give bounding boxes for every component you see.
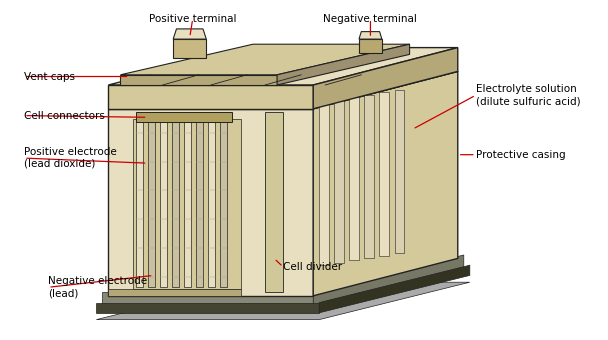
Polygon shape [173, 29, 206, 39]
Polygon shape [97, 282, 470, 320]
Polygon shape [120, 44, 410, 75]
Polygon shape [319, 265, 470, 313]
Polygon shape [359, 32, 382, 39]
Polygon shape [313, 71, 458, 296]
Polygon shape [160, 122, 167, 287]
Polygon shape [97, 303, 319, 313]
Polygon shape [265, 112, 283, 292]
Polygon shape [313, 48, 458, 109]
Polygon shape [359, 39, 382, 53]
Polygon shape [136, 112, 232, 122]
Polygon shape [350, 97, 359, 260]
Polygon shape [319, 102, 329, 265]
Text: Cell connectors: Cell connectors [24, 110, 105, 121]
Polygon shape [108, 48, 458, 85]
Polygon shape [379, 92, 389, 256]
Polygon shape [196, 122, 203, 287]
Polygon shape [334, 100, 344, 263]
Text: Positive terminal: Positive terminal [149, 14, 237, 24]
Text: Negative electrode
(lead): Negative electrode (lead) [48, 276, 147, 298]
Polygon shape [133, 119, 241, 289]
Polygon shape [277, 44, 410, 85]
Text: Cell divider: Cell divider [283, 262, 342, 272]
Polygon shape [395, 90, 404, 253]
Text: Electrolyte solution
(dilute sulfuric acid): Electrolyte solution (dilute sulfuric ac… [476, 84, 581, 106]
Polygon shape [108, 85, 313, 109]
Text: Negative terminal: Negative terminal [323, 14, 417, 24]
Text: Protective casing: Protective casing [476, 150, 565, 160]
Polygon shape [220, 122, 227, 287]
Polygon shape [208, 122, 215, 287]
Polygon shape [108, 289, 241, 296]
Polygon shape [136, 122, 143, 287]
Text: Vent caps: Vent caps [24, 71, 75, 82]
Polygon shape [171, 122, 179, 287]
Text: Positive electrode
(lead dioxide): Positive electrode (lead dioxide) [24, 147, 117, 169]
Polygon shape [102, 292, 313, 306]
Polygon shape [120, 75, 277, 85]
Polygon shape [108, 109, 313, 296]
Polygon shape [173, 39, 206, 58]
Polygon shape [108, 71, 458, 109]
Polygon shape [184, 122, 191, 287]
Polygon shape [148, 122, 155, 287]
Polygon shape [313, 255, 464, 306]
Polygon shape [364, 95, 374, 258]
